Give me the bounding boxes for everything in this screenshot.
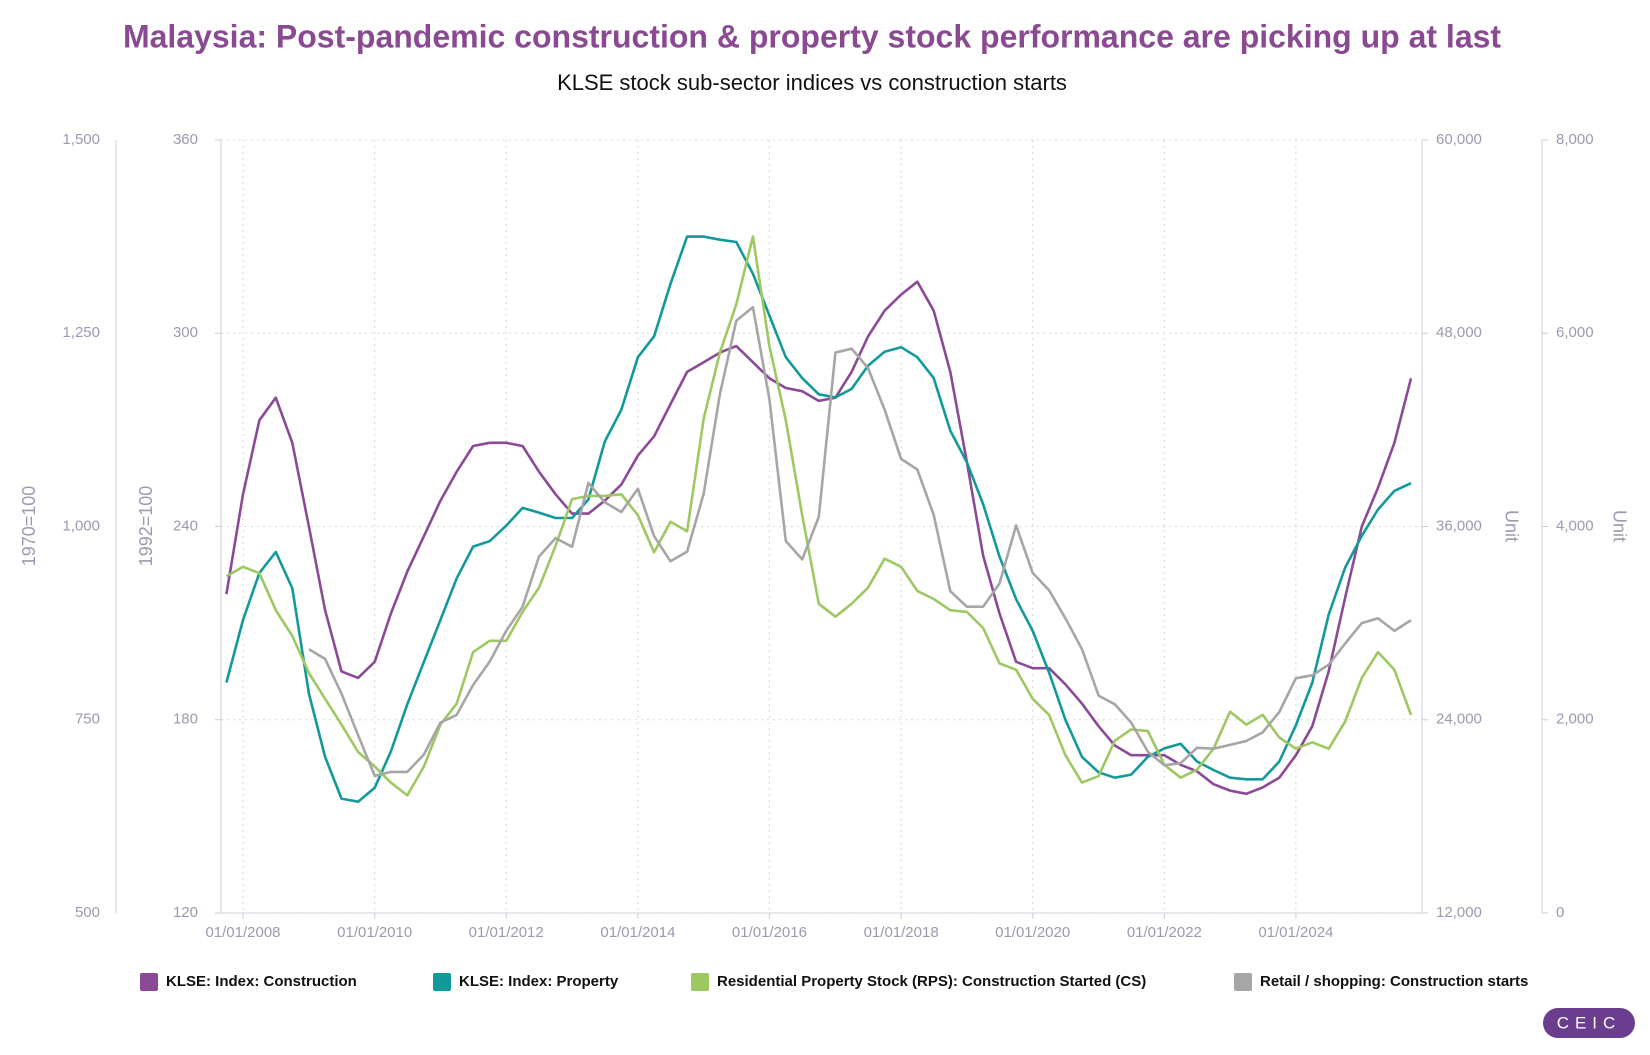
y2-axis-title: 1992=100 — [136, 486, 156, 567]
chart-subtitle: KLSE stock sub-sector indices vs constru… — [557, 70, 1067, 95]
y2-tick-label: 120 — [173, 904, 198, 921]
x-tick-label: 01/01/2010 — [337, 924, 412, 941]
y2-tick-label: 300 — [173, 324, 198, 341]
y4-tick-label: 6,000 — [1556, 324, 1594, 341]
y-tick-label: 500 — [75, 904, 100, 921]
y2-tick-label: 240 — [173, 517, 198, 534]
y-tick-label: 750 — [75, 711, 100, 728]
series-line — [308, 305, 1412, 778]
y3-tick-label: 24,000 — [1436, 711, 1482, 728]
y-tick-label: 1,250 — [62, 324, 100, 341]
logo: CEIC — [1557, 1013, 1622, 1032]
x-tick-label: 01/01/2014 — [600, 924, 675, 941]
y3-tick-label: 36,000 — [1436, 517, 1482, 534]
y-tick-label: 1,000 — [62, 517, 100, 534]
y4-tick-label: 0 — [1556, 904, 1564, 921]
y4-tick-label: 8,000 — [1556, 131, 1594, 148]
y4-tick-label: 2,000 — [1556, 711, 1594, 728]
x-tick-label: 01/01/2012 — [469, 924, 544, 941]
y4-axis-title: Unit — [1609, 510, 1629, 542]
y3-tick-label: 12,000 — [1436, 904, 1482, 921]
y-tick-label: 1,500 — [62, 131, 100, 148]
series-line — [225, 235, 1412, 803]
y2-tick-label: 360 — [173, 131, 198, 148]
x-tick-label: 01/01/2024 — [1258, 924, 1333, 941]
legend-swatch — [140, 973, 158, 991]
chart-title: Malaysia: Post-pandemic construction & p… — [123, 18, 1501, 54]
legend-swatch — [691, 973, 709, 991]
y2-tick-label: 180 — [173, 711, 198, 728]
y3-tick-label: 60,000 — [1436, 131, 1482, 148]
legend-swatch — [433, 973, 451, 991]
y3-tick-label: 48,000 — [1436, 324, 1482, 341]
x-tick-label: 01/01/2020 — [995, 924, 1070, 941]
x-tick-label: 01/01/2018 — [864, 924, 939, 941]
legend-label: KLSE: Index: Property — [459, 973, 619, 990]
legend-label: Residential Property Stock (RPS): Constr… — [717, 973, 1146, 990]
y3-axis-title: Unit — [1501, 510, 1521, 542]
x-tick-label: 01/01/2008 — [205, 924, 280, 941]
legend-swatch — [1234, 973, 1252, 991]
y-axis-title: 1970=100 — [19, 486, 39, 567]
legend-label: KLSE: Index: Construction — [166, 973, 357, 990]
x-tick-label: 01/01/2016 — [732, 924, 807, 941]
y4-tick-label: 4,000 — [1556, 517, 1594, 534]
legend-label: Retail / shopping: Construction starts — [1260, 973, 1528, 990]
series-line — [225, 280, 1413, 796]
x-tick-label: 01/01/2022 — [1127, 924, 1202, 941]
logo-badge — [1543, 1008, 1635, 1038]
